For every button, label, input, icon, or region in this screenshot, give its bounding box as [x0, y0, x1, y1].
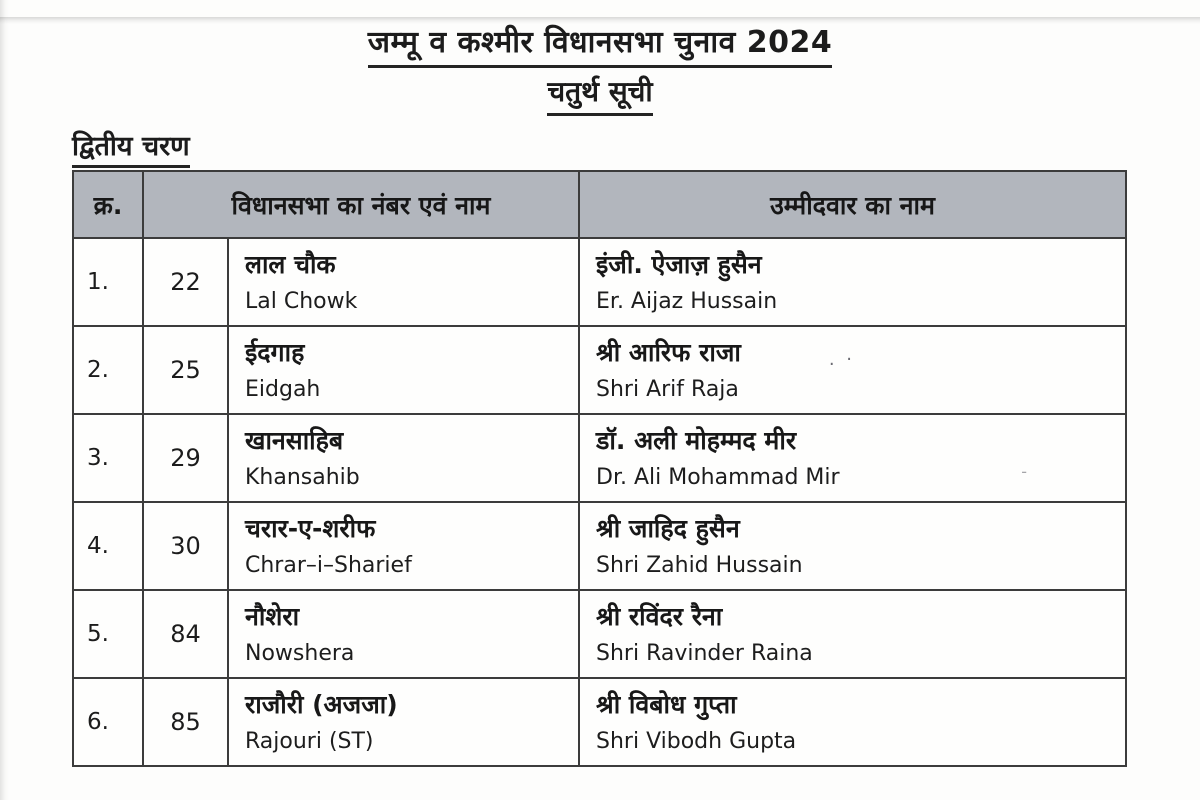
candidate-name-english: Shri Vibodh Gupta: [596, 728, 797, 754]
candidate-name-english: Shri Zahid Hussain: [596, 552, 803, 578]
table-row: 3. 29 खानसाहिब Khansahib डॉ. अली मोहम्मद…: [72, 413, 1128, 503]
constituency-number-cell: 25: [142, 325, 229, 415]
serial-cell: 1.: [72, 237, 144, 327]
constituency-name-hindi: चरार-ए-शरीफ: [245, 513, 376, 543]
table-body: 1. 22 लाल चौक Lal Chowk इंजी. ऐजाज़ हुसै…: [72, 237, 1128, 767]
header-constituency: विधानसभा का नंबर एवं नाम: [141, 170, 581, 239]
table-row: 4. 30 चरार-ए-शरीफ Chrar–i–Sharief श्री ज…: [72, 501, 1128, 591]
constituency-name-cell: नौशेरा Nowshera: [226, 589, 581, 679]
constituency-name-hindi: राजौरी (अजजा): [245, 689, 398, 719]
constituency-name-english: Chrar–i–Sharief: [245, 552, 412, 578]
constituency-name-hindi: नौशेरा: [245, 601, 300, 631]
header-serial: क्र.: [72, 170, 144, 239]
constituency-number-cell: 29: [142, 413, 229, 503]
scan-shadow-left: [0, 0, 9, 800]
serial-cell: 4.: [72, 501, 144, 591]
table-row: 5. 84 नौशेरा Nowshera श्री रविंदर रैना S…: [72, 589, 1128, 679]
constituency-name-english: Nowshera: [245, 640, 355, 666]
constituency-number-cell: 84: [142, 589, 229, 679]
constituency-number-cell: 85: [142, 677, 229, 767]
candidate-name-cell: डॉ. अली मोहम्मद मीर - Dr. Ali Mohammad M…: [578, 413, 1128, 503]
section-heading-phase: द्वितीय चरण: [72, 126, 190, 168]
constituency-name-english: Rajouri (ST): [245, 728, 374, 754]
candidate-name-hindi: श्री आरिफ राजा: [596, 337, 741, 367]
candidate-name-cell: श्री विबोध गुप्ता Shri Vibodh Gupta: [578, 677, 1128, 767]
candidate-name-cell: श्री रविंदर रैना Shri Ravinder Raina: [578, 589, 1128, 679]
table-row: 2. 25 ईदगाह Eidgah श्री आरिफ राजा . · Sh…: [72, 325, 1128, 415]
constituency-name-english: Eidgah: [245, 376, 321, 402]
candidate-name-hindi: श्री रविंदर रैना: [596, 601, 723, 631]
candidate-name-hindi: श्री जाहिद हुसैन: [596, 513, 740, 543]
document-subtitle: चतुर्थ सूची: [547, 72, 653, 116]
serial-cell: 6.: [72, 677, 144, 767]
scan-smudge: -: [1021, 462, 1031, 481]
table-header: क्र. विधानसभा का नंबर एवं नाम उम्मीदवार …: [72, 170, 1128, 239]
constituency-name-cell: चरार-ए-शरीफ Chrar–i–Sharief: [226, 501, 581, 591]
candidate-name-cell: इंजी. ऐजाज़ हुसैन Er. Aijaz Hussain: [578, 237, 1128, 327]
candidate-name-english: Dr. Ali Mohammad Mir: [596, 464, 840, 490]
constituency-name-cell: राजौरी (अजजा) Rajouri (ST): [226, 677, 581, 767]
scan-smudge: . ·: [828, 349, 856, 370]
serial-cell: 3.: [72, 413, 144, 503]
constituency-name-cell: खानसाहिब Khansahib: [226, 413, 581, 503]
candidate-name-english: Shri Ravinder Raina: [596, 640, 813, 666]
document-subtitle-row: चतुर्थ सूची: [0, 72, 1200, 116]
candidate-name-hindi: श्री विबोध गुप्ता: [596, 689, 737, 719]
header-candidate: उम्मीदवार का नाम: [578, 170, 1128, 239]
constituency-name-hindi: लाल चौक: [245, 249, 336, 279]
table-row: 6. 85 राजौरी (अजजा) Rajouri (ST) श्री वि…: [72, 677, 1128, 767]
constituency-name-hindi: खानसाहिब: [245, 425, 344, 455]
candidate-name-english: Shri Arif Raja: [596, 376, 739, 402]
constituency-name-hindi: ईदगाह: [245, 337, 305, 367]
candidate-name-cell: श्री जाहिद हुसैन Shri Zahid Hussain: [578, 501, 1128, 591]
serial-cell: 2.: [72, 325, 144, 415]
document-title: जम्मू व कश्मीर विधानसभा चुनाव 2024: [367, 20, 833, 68]
candidate-name-english: Er. Aijaz Hussain: [596, 288, 778, 314]
table-header-row: क्र. विधानसभा का नंबर एवं नाम उम्मीदवार …: [72, 170, 1128, 239]
candidate-list-table: क्र. विधानसभा का नंबर एवं नाम उम्मीदवार …: [72, 170, 1128, 767]
document-title-row: जम्मू व कश्मीर विधानसभा चुनाव 2024: [0, 20, 1200, 68]
serial-cell: 5.: [72, 589, 144, 679]
candidate-name-hindi: इंजी. ऐजाज़ हुसैन: [596, 249, 762, 279]
constituency-name-english: Lal Chowk: [245, 288, 358, 314]
constituency-name-cell: लाल चौक Lal Chowk: [226, 237, 581, 327]
constituency-name-cell: ईदगाह Eidgah: [226, 325, 581, 415]
constituency-number-cell: 30: [142, 501, 229, 591]
constituency-name-english: Khansahib: [245, 464, 360, 490]
constituency-number-cell: 22: [142, 237, 229, 327]
candidate-name-cell: श्री आरिफ राजा . · Shri Arif Raja: [578, 325, 1128, 415]
candidate-name-hindi: डॉ. अली मोहम्मद मीर: [596, 425, 797, 455]
table-row: 1. 22 लाल चौक Lal Chowk इंजी. ऐजाज़ हुसै…: [72, 237, 1128, 327]
